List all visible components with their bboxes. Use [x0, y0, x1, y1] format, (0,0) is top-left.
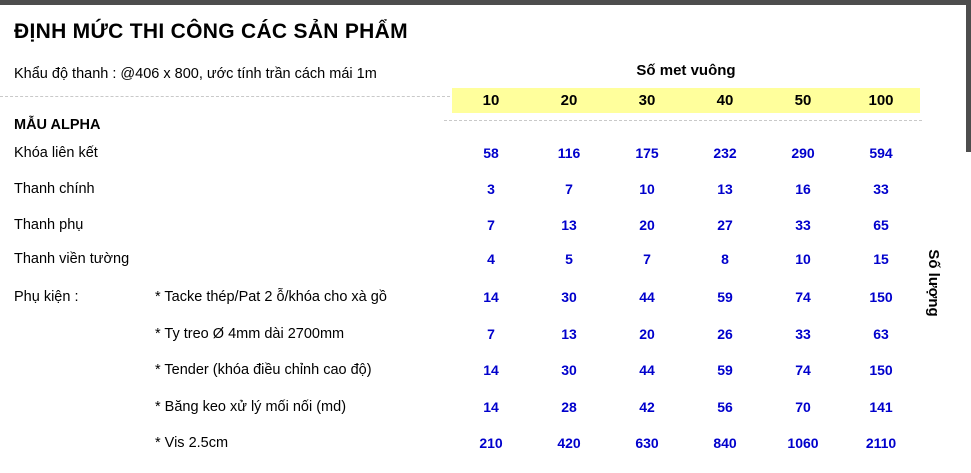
gridline-divider [444, 120, 922, 121]
value-cell: 3 [487, 181, 495, 197]
row-sub-label: * Tacke thép/Pat 2 ỗ/khóa cho xà gồ [155, 289, 387, 305]
value-cell: 42 [639, 399, 655, 415]
page-title: ĐỊNH MỨC THI CÔNG CÁC SẢN PHẨM [14, 20, 408, 43]
value-cell: 14 [483, 289, 499, 305]
value-cell: 7 [487, 217, 495, 233]
value-cell: 630 [635, 435, 659, 451]
value-cell: 7 [643, 251, 651, 267]
row-values: 4 5 7 8 10 15 [452, 251, 920, 267]
row-values: 7 13 20 26 33 63 [452, 326, 920, 342]
row-label: Khóa liên kết [14, 145, 98, 161]
value-cell: 65 [873, 217, 889, 233]
value-cell: 13 [717, 181, 733, 197]
value-cell: 20 [639, 217, 655, 233]
value-cell: 210 [479, 435, 503, 451]
value-cell: 16 [795, 181, 811, 197]
row-values: 14 30 44 59 74 150 [452, 289, 920, 305]
gridline-divider [0, 96, 450, 97]
table-row-tender: * Tender (khóa điều chỉnh cao độ) 14 30 … [0, 362, 971, 380]
value-cell: 26 [717, 326, 733, 342]
square-meters-group-header: Số met vuông [636, 62, 736, 79]
value-cell: 33 [795, 217, 811, 233]
column-header-20: 20 [560, 92, 578, 109]
value-cell: 30 [561, 362, 577, 378]
value-cell: 2110 [865, 435, 897, 451]
section-label-mau-alpha: MẪU ALPHA [14, 117, 101, 133]
quantity-axis-label: Số lượng [925, 249, 942, 317]
row-values: 14 28 42 56 70 141 [452, 399, 920, 415]
table-row-khoa-lien-ket: Khóa liên kết 58 116 175 232 290 594 [0, 145, 971, 163]
row-values: 210 420 630 840 1060 2110 [452, 435, 920, 451]
value-cell: 44 [639, 362, 655, 378]
value-cell: 594 [869, 145, 893, 161]
value-cell: 1060 [787, 435, 819, 451]
value-cell: 74 [795, 289, 811, 305]
value-cell: 59 [717, 289, 733, 305]
value-cell: 15 [873, 251, 889, 267]
value-cell: 290 [791, 145, 815, 161]
value-cell: 10 [639, 181, 655, 197]
row-values: 7 13 20 27 33 65 [452, 217, 920, 233]
column-header-10: 10 [482, 92, 500, 109]
value-cell: 27 [717, 217, 733, 233]
value-cell: 7 [565, 181, 573, 197]
table-row-bang-keo: * Băng keo xử lý mối nối (md) 14 28 42 5… [0, 399, 971, 417]
value-cell: 56 [717, 399, 733, 415]
value-cell: 840 [713, 435, 737, 451]
value-cell: 74 [795, 362, 811, 378]
value-cell: 70 [795, 399, 811, 415]
row-values: 58 116 175 232 290 594 [452, 145, 920, 161]
column-header-40: 40 [716, 92, 734, 109]
row-sub-label: * Ty treo Ø 4mm dài 2700mm [155, 326, 345, 342]
value-cell: 63 [873, 326, 889, 342]
value-cell: 14 [483, 399, 499, 415]
value-cell: 7 [487, 326, 495, 342]
row-values: 3 7 10 13 16 33 [452, 181, 920, 197]
row-label: Thanh phụ [14, 217, 84, 233]
value-cell: 13 [561, 217, 577, 233]
row-sub-label: * Vis 2.5cm [155, 435, 229, 451]
value-cell: 5 [565, 251, 573, 267]
page-subtitle: Khẩu độ thanh : @406 x 800, ước tính trầ… [14, 66, 377, 82]
value-cell: 14 [483, 362, 499, 378]
window-top-edge [0, 0, 971, 5]
row-label: Thanh chính [14, 181, 95, 197]
table-row-vis: * Vis 2.5cm 210 420 630 840 1060 2110 [0, 435, 971, 453]
value-cell: 116 [557, 145, 581, 161]
value-cell: 141 [869, 399, 893, 415]
value-cell: 420 [557, 435, 581, 451]
value-cell: 20 [639, 326, 655, 342]
value-cell: 175 [635, 145, 659, 161]
value-cell: 33 [873, 181, 889, 197]
row-values: 14 30 44 59 74 150 [452, 362, 920, 378]
value-cell: 13 [561, 326, 577, 342]
row-label: Thanh viền tường [14, 251, 130, 267]
value-cell: 10 [795, 251, 811, 267]
column-header-30: 30 [638, 92, 656, 109]
value-cell: 33 [795, 326, 811, 342]
column-header-50: 50 [794, 92, 812, 109]
value-cell: 30 [561, 289, 577, 305]
table-row-thanh-vien-tuong: Thanh viền tường 4 5 7 8 10 15 [0, 251, 971, 269]
column-header-100: 100 [868, 92, 894, 109]
row-sub-label: * Tender (khóa điều chỉnh cao độ) [155, 362, 372, 378]
value-cell: 232 [713, 145, 737, 161]
table-row-tacke-thep: Phụ kiện : * Tacke thép/Pat 2 ỗ/khóa cho… [0, 289, 971, 307]
value-cell: 150 [869, 289, 893, 305]
value-cell: 44 [639, 289, 655, 305]
value-cell: 59 [717, 362, 733, 378]
value-cell: 58 [483, 145, 499, 161]
value-cell: 8 [721, 251, 729, 267]
table-row-thanh-phu: Thanh phụ 7 13 20 27 33 65 [0, 217, 971, 235]
table-row-ty-treo: * Ty treo Ø 4mm dài 2700mm 7 13 20 26 33… [0, 326, 971, 344]
value-cell: 4 [487, 251, 495, 267]
window-right-edge [966, 0, 971, 152]
row-label-phu-kien: Phụ kiện : [14, 289, 79, 305]
column-header-band: 10 20 30 40 50 100 [452, 88, 920, 113]
row-sub-label: * Băng keo xử lý mối nối (md) [155, 399, 347, 415]
table-row-thanh-chinh: Thanh chính 3 7 10 13 16 33 [0, 181, 971, 199]
value-cell: 28 [561, 399, 577, 415]
value-cell: 150 [869, 362, 893, 378]
